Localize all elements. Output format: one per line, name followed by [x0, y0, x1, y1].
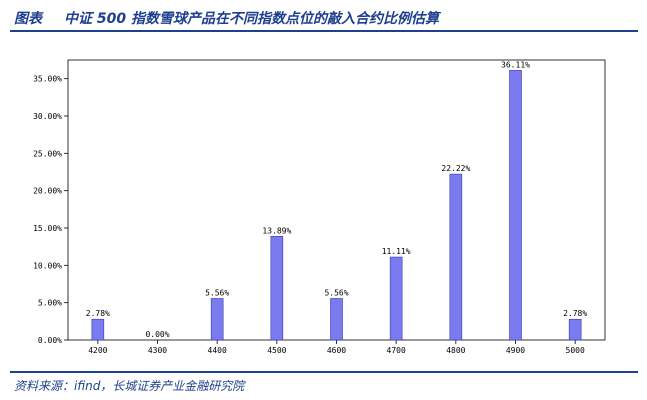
labels: 4200 2.78% 4300 0.00% 4400 5.56% 4500 13.89% 460…: [86, 60, 588, 355]
x-tick-label: 4300: [148, 346, 167, 355]
footer-rule: [10, 371, 638, 373]
x-tick-label: 4700: [387, 346, 406, 355]
y-tick-label: 25.00%: [33, 149, 62, 158]
x-tick-label: 4200: [88, 346, 107, 355]
bar: [509, 70, 522, 341]
source-note: 资料来源：ifind，长城证券产业金融研究院: [14, 379, 245, 393]
y-tick-label: 5.00%: [38, 299, 62, 308]
data-label: 5.56%: [205, 288, 229, 297]
bar: [449, 173, 463, 341]
y-tick-label: 15.00%: [33, 224, 62, 233]
x-tick-label: 4900: [506, 346, 525, 355]
data-label: 5.56%: [324, 288, 348, 297]
bar: [330, 298, 343, 341]
chart-title: 图表 中证 500 指数雪球产品在不同指数点位的敲入合约比例估算: [14, 8, 439, 28]
bar: [270, 235, 284, 341]
x-tick-label: 4500: [267, 346, 286, 355]
y-tick-label: 0.00%: [38, 336, 62, 345]
data-label: 13.89%: [262, 226, 291, 235]
title-rule: [10, 30, 638, 32]
plot-frame: [67, 59, 606, 341]
y-tick-label: 35.00%: [33, 75, 62, 84]
x-tick-label: 4400: [208, 346, 227, 355]
data-label: 2.78%: [563, 309, 587, 318]
data-label: 0.00%: [145, 330, 169, 339]
y-tick-label: 10.00%: [33, 261, 62, 270]
bar: [389, 256, 403, 341]
title-bar: 图表 中证 500 指数雪球产品在不同指数点位的敲入合约比例估算: [0, 0, 647, 32]
x-tick-label: 4800: [446, 346, 465, 355]
data-label: 2.78%: [86, 309, 110, 318]
x-tick-label: 4600: [327, 346, 346, 355]
bar: [91, 318, 105, 341]
data-label: 36.11%: [501, 60, 530, 69]
data-label: 11.11%: [382, 247, 411, 256]
bars: [91, 70, 582, 341]
y-tick-label: 20.00%: [33, 187, 62, 196]
axes: 0.00% 5.00% 10.00% 15.00% 20.00% 25.00% 30.00%…: [33, 59, 606, 345]
figure-tag: 图表: [14, 11, 42, 27]
bar: [210, 298, 224, 341]
y-tick-label: 30.00%: [33, 112, 62, 121]
bar: [568, 318, 582, 341]
figure-title: 中证 500 指数雪球产品在不同指数点位的敲入合约比例估算: [64, 11, 439, 27]
data-label: 22.22%: [441, 164, 470, 173]
x-tick-label: 5000: [566, 346, 585, 355]
